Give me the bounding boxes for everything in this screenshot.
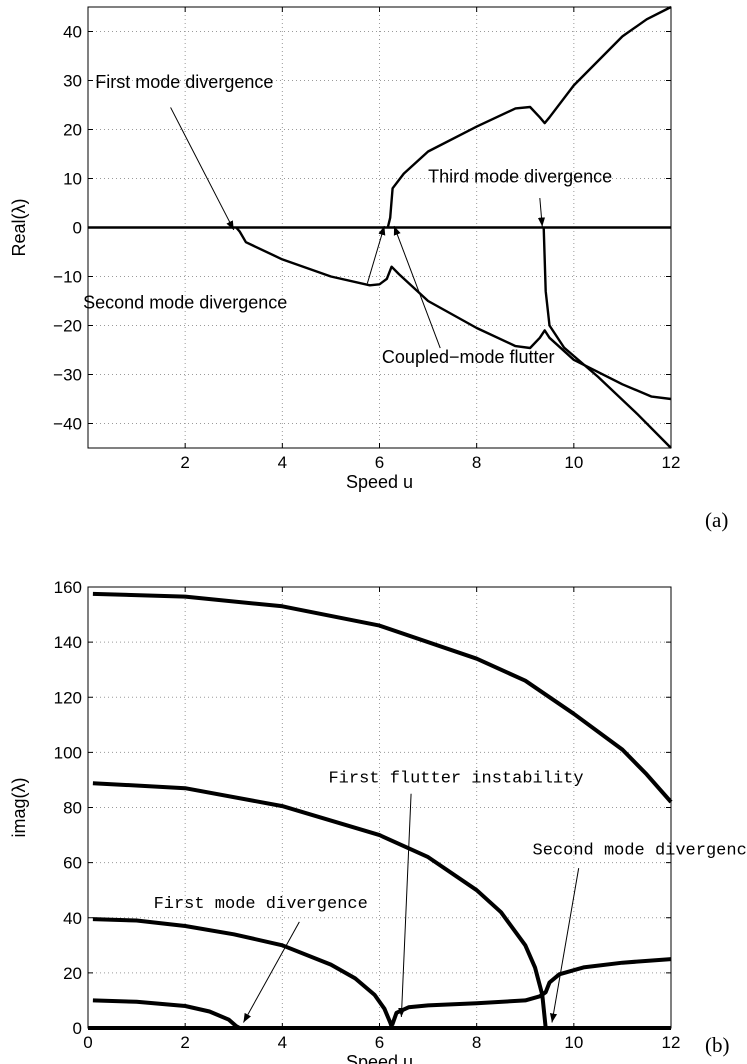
series-line-3 xyxy=(386,5,672,228)
x-tick-label: 4 xyxy=(278,453,287,472)
series-line-4 xyxy=(92,998,241,1030)
y-tick-label: 60 xyxy=(63,854,82,873)
x-tick-label: 8 xyxy=(472,453,481,472)
annotation-arrow xyxy=(170,107,235,231)
annotation-label: Third mode divergence xyxy=(428,166,612,186)
annotation-arrows-b xyxy=(243,793,580,1023)
annotation-arrow xyxy=(549,868,580,1023)
x-tick-label: 10 xyxy=(564,453,583,472)
y-tick-label: 40 xyxy=(63,23,82,42)
series-line-1 xyxy=(92,591,673,804)
y-tick-label: 30 xyxy=(63,72,82,91)
x-tick-label: 6 xyxy=(375,453,384,472)
y-tick-label: 140 xyxy=(54,633,82,652)
series-line-5 xyxy=(390,957,672,1026)
annotation-label: Second mode divergence xyxy=(533,841,747,860)
annotation-arrow xyxy=(393,225,441,349)
x-tick-label: 0 xyxy=(83,1033,92,1052)
x-tick-label: 2 xyxy=(180,453,189,472)
annotation-arrow xyxy=(243,921,300,1023)
y-tick-label: 0 xyxy=(73,1019,82,1038)
y-tick-label: 40 xyxy=(63,909,82,928)
panel-label: (b) xyxy=(705,1033,730,1057)
y-tick-label: 80 xyxy=(63,799,82,818)
annotation-arrow xyxy=(537,198,546,227)
y-tick-label: −40 xyxy=(53,415,82,434)
x-axis-label: Speed u xyxy=(346,472,413,492)
series-group-b xyxy=(88,591,673,1030)
y-axis-label: imag(λ) xyxy=(9,777,29,837)
y-tick-label: 20 xyxy=(63,964,82,983)
x-tick-label: 6 xyxy=(375,1033,384,1052)
annotation-label: Second mode divergence xyxy=(83,292,287,312)
x-tick-label: 10 xyxy=(564,1033,583,1052)
y-tick-label: 0 xyxy=(73,219,82,238)
x-tick-label: 8 xyxy=(472,1033,481,1052)
annotation-label: Coupled−mode flutter xyxy=(382,347,555,367)
y-tick-label: −20 xyxy=(53,317,82,336)
y-tick-label: −10 xyxy=(53,268,82,287)
series-line-2 xyxy=(92,781,548,1029)
annotation-arrows-a xyxy=(170,107,546,349)
y-tick-label: 120 xyxy=(54,688,82,707)
series-line-4 xyxy=(542,227,672,449)
y-tick-label: 10 xyxy=(63,170,82,189)
y-tick-label: 100 xyxy=(54,743,82,762)
annotations-a: First mode divergence Second mode diverge… xyxy=(83,72,612,367)
y-tick-label: −30 xyxy=(53,366,82,385)
y-tick-label: 160 xyxy=(54,578,82,597)
y-axis-label: Real(λ) xyxy=(9,198,29,256)
annotation-label: First mode divergence xyxy=(95,72,273,92)
annotation-arrow xyxy=(366,225,386,284)
grid-lines-b xyxy=(88,587,671,1028)
x-axis-label: Speed u xyxy=(346,1052,413,1064)
series-line-2 xyxy=(235,226,672,401)
annotation-arrow xyxy=(398,793,412,1017)
x-tick-label: 12 xyxy=(662,453,681,472)
annotation-label: First mode divergence xyxy=(154,895,368,914)
x-tick-label: 2 xyxy=(180,1033,189,1052)
y-tick-label: 20 xyxy=(63,121,82,140)
annotations-b: First mode divergence First flutter insta… xyxy=(154,770,747,914)
x-tick-label: 12 xyxy=(662,1033,681,1052)
series-line-3 xyxy=(92,917,394,1029)
panel-label: (a) xyxy=(705,508,728,532)
x-tick-label: 4 xyxy=(278,1033,287,1052)
tick-labels-a: 2 4 6 8 10 12 −40 −30 −20 −10 0 10 20 30 40 xyxy=(53,7,680,472)
annotation-label: First flutter instability xyxy=(328,770,583,789)
chart-a-real-part: 2 4 6 8 10 12 −40 −30 −20 −10 0 10 20 30 40 Speed u Real… xyxy=(9,5,728,532)
